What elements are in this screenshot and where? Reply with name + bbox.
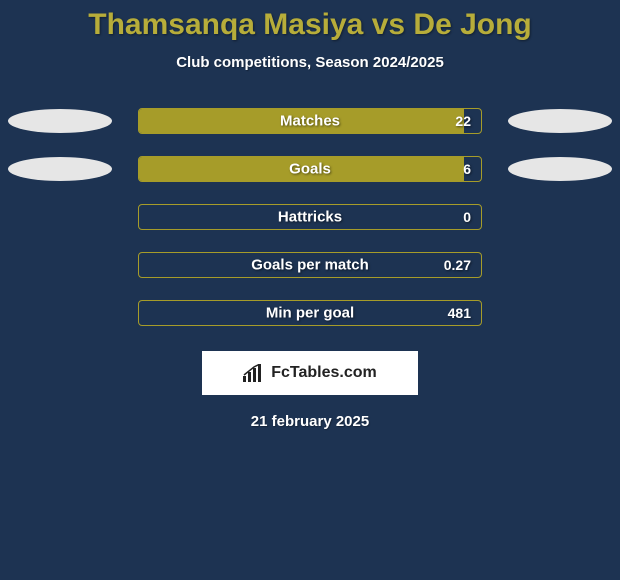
player-ellipse-left (8, 109, 112, 133)
stat-bar: Hattricks 0 (138, 204, 482, 230)
stat-value: 22 (455, 113, 471, 129)
stat-row: Min per goal 481 (0, 301, 620, 325)
stat-bar: Goals 6 (138, 156, 482, 182)
stat-bar: Min per goal 481 (138, 300, 482, 326)
stat-row: Matches 22 (0, 109, 620, 133)
footer-date: 21 february 2025 (0, 413, 620, 430)
stats-container: Matches 22 Goals 6 Hattricks 0 Goals per match… (0, 109, 620, 325)
stat-label: Goals (289, 161, 331, 178)
comparison-infographic: Thamsanqa Masiya vs De Jong Club competi… (0, 0, 620, 580)
stat-label: Goals per match (251, 257, 369, 274)
stat-row: Goals 6 (0, 157, 620, 181)
logo-text: FcTables.com (271, 364, 377, 382)
page-subtitle: Club competitions, Season 2024/2025 (0, 54, 620, 71)
logo-box: FcTables.com (202, 351, 418, 395)
stat-value: 0.27 (444, 257, 471, 273)
stat-label: Hattricks (278, 209, 342, 226)
stat-label: Min per goal (266, 305, 354, 322)
stat-row: Hattricks 0 (0, 205, 620, 229)
stat-bar: Goals per match 0.27 (138, 252, 482, 278)
player-ellipse-left (8, 157, 112, 181)
stat-value: 481 (448, 305, 471, 321)
player-ellipse-right (508, 109, 612, 133)
stat-value: 0 (463, 209, 471, 225)
stat-row: Goals per match 0.27 (0, 253, 620, 277)
page-title: Thamsanqa Masiya vs De Jong (0, 0, 620, 42)
chart-bar-icon (243, 364, 265, 382)
stat-label: Matches (280, 113, 340, 130)
stat-bar: Matches 22 (138, 108, 482, 134)
player-ellipse-right (508, 157, 612, 181)
stat-value: 6 (463, 161, 471, 177)
